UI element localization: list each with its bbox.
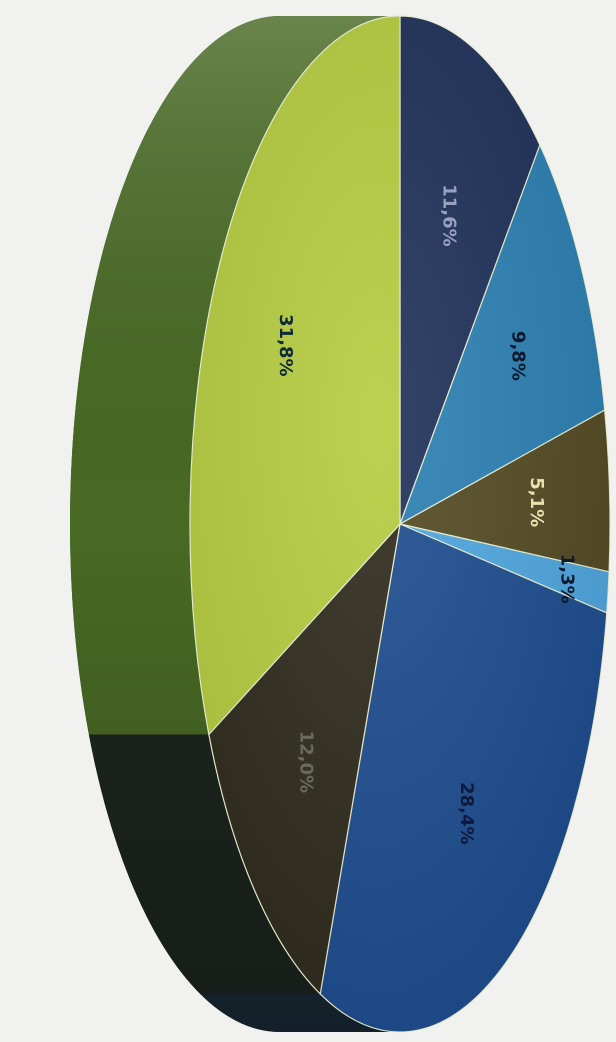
pie-top	[189, 15, 611, 1033]
slice-percent-label: 9,8%	[507, 331, 528, 381]
pie-top-sheen	[190, 16, 610, 1032]
slice-percent-label: 11,6%	[439, 184, 460, 246]
slice-percent-label: 31,8%	[275, 314, 296, 376]
slice-percent-label: 28,4%	[456, 782, 477, 844]
slice-percent-label: 1,3%	[556, 554, 577, 604]
slice-percent-label: 5,1%	[526, 477, 547, 527]
pie-rim	[70, 16, 401, 1032]
pie-labels: 11,6% 9,8% 5,1% 1,3% 28,4% 12,0% 31,8%	[275, 184, 577, 844]
slice-percent-label: 12,0%	[295, 731, 316, 793]
pie-rim-shading	[70, 16, 400, 1032]
